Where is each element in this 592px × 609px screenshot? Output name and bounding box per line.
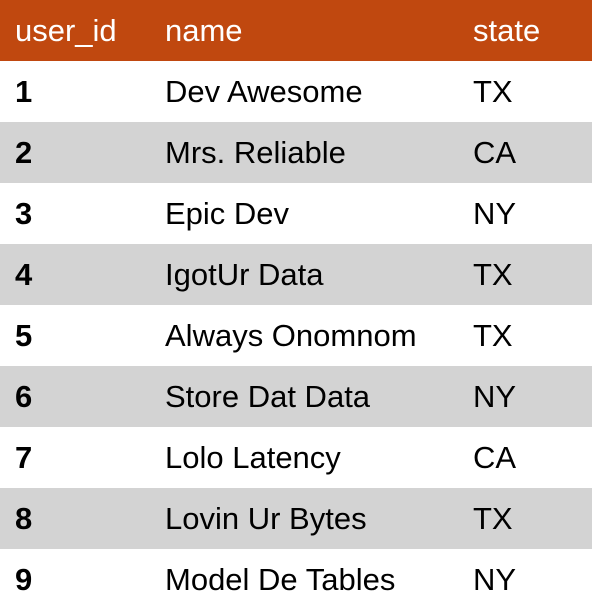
column-header-name: name [165, 12, 243, 48]
table-row: 6 Store Dat Data NY [0, 366, 592, 427]
cell-user-id: 9 [15, 561, 33, 597]
table-header: user_id name state [0, 0, 592, 61]
cell-name: Dev Awesome [165, 73, 363, 109]
cell-name: Store Dat Data [165, 378, 371, 414]
cell-state: TX [473, 317, 513, 353]
table-row: 7 Lolo Latency CA [0, 427, 592, 488]
cell-name: IgotUr Data [165, 256, 324, 292]
table-row: 1 Dev Awesome TX [0, 61, 592, 122]
table-row: 4 IgotUr Data TX [0, 244, 592, 305]
cell-name: Lolo Latency [165, 439, 341, 475]
column-header-user-id: user_id [15, 12, 117, 48]
cell-user-id: 5 [15, 317, 33, 353]
cell-state: CA [473, 439, 517, 475]
cell-user-id: 7 [15, 439, 33, 475]
cell-user-id: 2 [15, 134, 33, 170]
cell-state: NY [473, 195, 517, 231]
column-header-state: state [473, 12, 541, 48]
cell-state: CA [473, 134, 517, 170]
cell-state: TX [473, 73, 513, 109]
cell-state: TX [473, 256, 513, 292]
cell-state: TX [473, 500, 513, 536]
table-row: 8 Lovin Ur Bytes TX [0, 488, 592, 549]
cell-state: NY [473, 561, 517, 597]
cell-state: NY [473, 378, 517, 414]
table-row: 2 Mrs. Reliable CA [0, 122, 592, 183]
cell-name: Epic Dev [165, 195, 290, 231]
cell-name: Mrs. Reliable [165, 134, 346, 170]
cell-user-id: 1 [15, 73, 33, 109]
cell-user-id: 6 [15, 378, 33, 414]
table-body: 1 Dev Awesome TX 2 Mrs. Reliable CA 3 Epic Dev N… [0, 61, 592, 609]
cell-name: Always Onomnom [165, 317, 417, 353]
table-row: 9 Model De Tables NY [0, 549, 592, 609]
cell-user-id: 8 [15, 500, 33, 536]
cell-user-id: 3 [15, 195, 33, 231]
table-row: 3 Epic Dev NY [0, 183, 592, 244]
cell-name: Model De Tables [165, 561, 396, 597]
table-row: 5 Always Onomnom TX [0, 305, 592, 366]
cell-name: Lovin Ur Bytes [165, 500, 367, 536]
cell-user-id: 4 [15, 256, 33, 292]
